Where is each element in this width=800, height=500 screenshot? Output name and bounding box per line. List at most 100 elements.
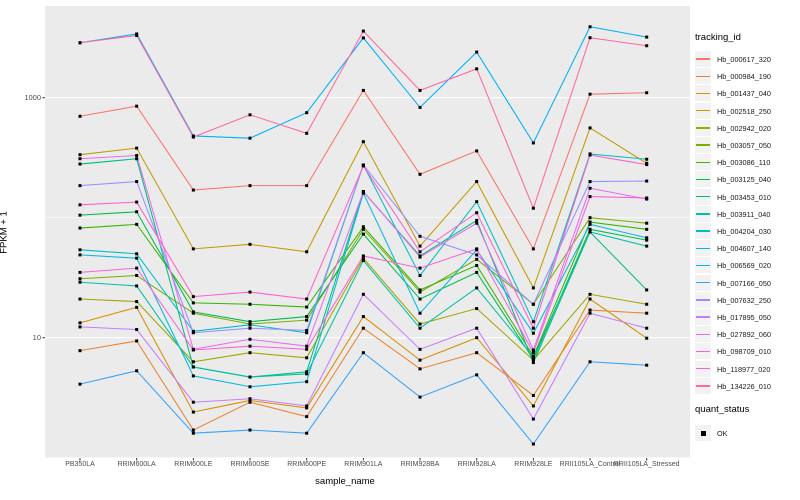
data-point <box>361 315 365 319</box>
data-point <box>645 288 649 292</box>
data-point <box>645 302 649 306</box>
legend-key-line-swatch <box>696 247 710 249</box>
data-point <box>418 88 422 92</box>
data-point <box>475 200 479 204</box>
data-point <box>645 227 649 231</box>
data-point <box>191 310 195 314</box>
legend-entry-label: Hb_003125_040 <box>717 175 771 185</box>
legend-key-line-swatch <box>696 195 710 198</box>
data-point <box>418 326 422 330</box>
data-point <box>191 410 195 414</box>
data-point <box>475 373 479 377</box>
data-point <box>305 406 309 410</box>
data-point <box>248 375 252 379</box>
data-point <box>135 339 139 343</box>
legend-key <box>695 68 711 85</box>
data-point <box>191 331 195 335</box>
data-point <box>475 50 479 54</box>
data-point <box>361 351 365 355</box>
data-point <box>135 266 139 270</box>
legend-key-line-swatch <box>696 385 710 387</box>
legend-entry-label: Hb_004607_140 <box>717 244 771 254</box>
x-tick-label: PB350LA <box>65 461 95 468</box>
legend-entry-label: Hb_007632_250 <box>717 295 771 305</box>
data-point <box>305 297 309 301</box>
data-point <box>588 36 592 40</box>
data-point <box>588 311 592 315</box>
legend-key-line-swatch <box>696 299 710 301</box>
data-point <box>588 153 592 157</box>
data-point <box>78 270 82 274</box>
data-point <box>531 417 535 421</box>
data-point <box>248 184 252 188</box>
legend-key <box>695 188 711 205</box>
legend-entry-label: Hb_003911_040 <box>717 209 771 219</box>
data-point <box>248 242 252 246</box>
data-point <box>588 227 592 231</box>
legend-key <box>695 51 711 67</box>
data-point <box>191 431 195 435</box>
legend-key <box>695 240 711 257</box>
legend-key-line-swatch <box>696 316 710 318</box>
quant-status-label: OK <box>717 429 728 438</box>
x-tick-label: RRII105LA_Control <box>559 461 621 468</box>
data-point <box>191 188 195 192</box>
legend-key <box>695 137 711 153</box>
legend-key <box>695 205 711 222</box>
data-point <box>361 191 365 195</box>
data-point <box>78 325 82 329</box>
data-point <box>135 300 139 304</box>
data-point <box>645 179 649 183</box>
data-point <box>475 286 479 290</box>
legend-entry-label: Hb_006569_020 <box>717 261 771 271</box>
data-point <box>135 104 139 108</box>
data-point <box>475 326 479 330</box>
data-point <box>191 400 195 404</box>
data-point <box>305 318 309 322</box>
legend-key-line-swatch <box>696 144 710 146</box>
data-point <box>191 365 195 369</box>
data-point <box>191 360 195 364</box>
data-point <box>135 222 139 226</box>
legend-key-line-swatch <box>696 367 710 370</box>
data-point <box>248 428 252 432</box>
data-point <box>78 203 82 207</box>
data-point <box>531 361 535 365</box>
x-tick-label: RRIM928LE <box>514 461 553 468</box>
data-point <box>248 302 252 306</box>
legend-key-line-swatch <box>696 264 710 267</box>
y-tick-label: 10 <box>32 332 41 342</box>
data-point <box>305 380 309 384</box>
data-point <box>135 305 139 309</box>
legend-key-line-swatch <box>696 109 710 112</box>
x-tick-label: RRIM600SE <box>230 461 270 468</box>
x-axis-title: sample_name <box>315 476 375 487</box>
legend-key <box>695 326 711 343</box>
data-point <box>248 400 252 404</box>
data-point <box>588 92 592 96</box>
data-point <box>531 320 535 324</box>
legend-entry-label: Hb_118977_020 <box>717 364 771 374</box>
data-point <box>78 213 82 217</box>
data-point <box>645 311 649 315</box>
data-point <box>361 227 365 231</box>
data-point <box>305 305 309 309</box>
legend-entry-label: Hb_003453_010 <box>717 192 771 202</box>
data-point <box>475 336 479 340</box>
data-point <box>361 326 365 330</box>
data-point <box>588 25 592 29</box>
data-point <box>305 415 309 419</box>
data-point <box>645 35 649 39</box>
data-point <box>645 326 649 330</box>
x-tick-label: RRII105LA_Stressed <box>613 461 680 468</box>
data-point <box>305 131 309 135</box>
legend-key-line-swatch <box>696 75 710 77</box>
data-point <box>418 105 422 109</box>
x-tick-label: RRIM600PE <box>287 461 327 468</box>
x-tick-label: RRIM928BA <box>400 461 440 468</box>
data-point <box>248 320 252 324</box>
data-point <box>191 374 195 378</box>
data-point <box>305 331 309 335</box>
